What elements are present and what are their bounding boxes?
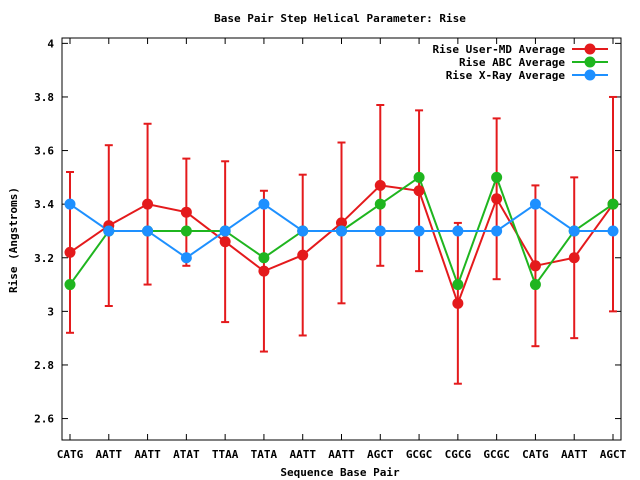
y-tick-label: 3.4 xyxy=(34,198,54,211)
data-point xyxy=(568,252,580,264)
chart-title: Base Pair Step Helical Parameter: Rise xyxy=(214,12,466,25)
data-point xyxy=(452,279,464,291)
data-point xyxy=(529,260,541,272)
data-point xyxy=(374,198,386,210)
data-point xyxy=(413,185,425,197)
data-point xyxy=(142,225,154,237)
x-tick-label: AATT xyxy=(134,448,161,461)
y-tick-label: 3 xyxy=(47,305,54,318)
data-point xyxy=(491,171,503,183)
y-tick-label: 2.8 xyxy=(34,359,54,372)
data-point xyxy=(180,206,192,218)
x-tick-label: CGCG xyxy=(445,448,472,461)
data-point xyxy=(297,225,309,237)
x-tick-label: AATT xyxy=(96,448,123,461)
legend-label: Rise User-MD Average xyxy=(433,43,566,56)
legend-label: Rise X-Ray Average xyxy=(446,69,566,82)
data-point xyxy=(219,236,231,248)
data-point xyxy=(258,198,270,210)
y-tick-label: 4 xyxy=(47,37,54,50)
x-tick-label: GCGC xyxy=(483,448,510,461)
data-point xyxy=(64,246,76,258)
data-point xyxy=(452,297,464,309)
data-point xyxy=(374,179,386,191)
x-tick-label: TTAA xyxy=(212,448,239,461)
data-point xyxy=(258,252,270,264)
data-point xyxy=(491,225,503,237)
data-point xyxy=(452,225,464,237)
data-point xyxy=(413,225,425,237)
series-1 xyxy=(66,95,617,385)
data-point xyxy=(413,171,425,183)
x-axis-label: Sequence Base Pair xyxy=(280,466,400,479)
x-tick-label: CATG xyxy=(522,448,549,461)
series-markers-3 xyxy=(64,198,619,264)
x-tick-label: AATT xyxy=(561,448,588,461)
data-point xyxy=(607,225,619,237)
x-tick-label: AATT xyxy=(328,448,355,461)
data-point xyxy=(64,198,76,210)
data-point xyxy=(607,198,619,210)
data-point xyxy=(491,193,503,205)
data-point xyxy=(336,217,347,229)
data-point xyxy=(529,279,541,291)
y-tick-label: 3.2 xyxy=(34,252,54,265)
data-point xyxy=(103,225,115,237)
data-point xyxy=(180,225,192,237)
x-tick-label: ATAT xyxy=(173,448,200,461)
legend-swatch-marker xyxy=(584,56,596,68)
legend-swatch-marker xyxy=(584,69,596,81)
x-tick-label: TATA xyxy=(251,448,278,461)
x-tick-label: CATG xyxy=(57,448,84,461)
x-tick-label: AATT xyxy=(289,448,316,461)
data-point xyxy=(297,249,309,261)
data-point xyxy=(219,225,231,237)
legend-swatch-marker xyxy=(584,43,596,55)
x-tick-label: GCGC xyxy=(406,448,433,461)
data-point xyxy=(336,225,347,237)
data-point xyxy=(374,225,386,237)
data-point xyxy=(180,252,192,264)
y-axis-label: Rise (Angstroms) xyxy=(7,187,20,293)
plot-area: 2.6 2.8 3 3.2 3.4 3.6 3.8 4 CATG AATT AATT ATAT TTAA… xyxy=(34,37,626,461)
data-point xyxy=(258,265,270,277)
data-point xyxy=(568,225,580,237)
y-tick-label: 3.6 xyxy=(34,145,54,158)
data-point xyxy=(142,198,154,210)
y-tick-label: 2.6 xyxy=(34,413,54,426)
x-tick-label: AGCT xyxy=(600,448,627,461)
y-tick-label: 3.8 xyxy=(34,91,54,104)
data-point xyxy=(64,279,76,291)
legend-label: Rise ABC Average xyxy=(459,56,565,69)
x-tick-label: AGCT xyxy=(367,448,394,461)
data-point xyxy=(529,198,541,210)
